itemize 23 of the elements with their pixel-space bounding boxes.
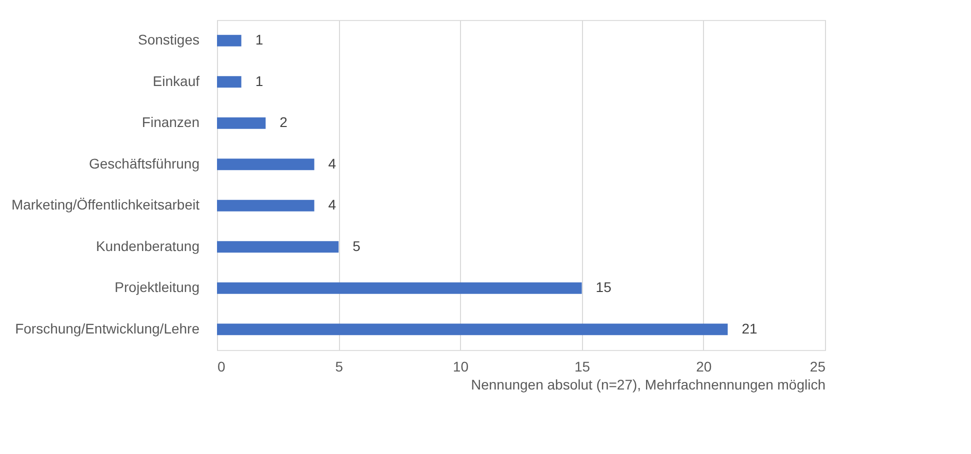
data-label: 1 [255, 32, 264, 48]
data-label: 4 [328, 196, 336, 213]
y-tick-label: Einkauf [152, 72, 200, 89]
y-tick-label: Forschung/Entwicklung/Lehre [15, 320, 200, 336]
y-tick-label: Kundenberatung [96, 238, 200, 254]
x-tick-label: 5 [335, 358, 344, 374]
x-tick-label: 20 [696, 358, 712, 374]
y-tick-label: Marketing/Öffentlichkeitsarbeit [11, 196, 200, 213]
data-label: 15 [596, 279, 612, 296]
x-axis-title: Nennungen absolut (n=27), Mehrfachnennungen möglich [470, 376, 826, 392]
x-tick-label: 25 [810, 358, 826, 374]
y-tick-label: Finanzen [142, 114, 200, 130]
data-label: 2 [280, 114, 288, 130]
x-tick-label: 10 [452, 358, 469, 374]
x-tick-label: 15 [574, 358, 590, 374]
y-tick-label: Projektleitung [114, 279, 200, 296]
x-tick-label: 0 [218, 358, 226, 374]
data-label: 4 [328, 155, 336, 172]
y-tick-label: Sonstiges [138, 32, 200, 48]
data-label: 21 [742, 320, 758, 336]
data-label: 5 [352, 238, 361, 254]
data-label: 1 [255, 72, 264, 89]
y-tick-label: Geschäftsführung [88, 155, 200, 172]
